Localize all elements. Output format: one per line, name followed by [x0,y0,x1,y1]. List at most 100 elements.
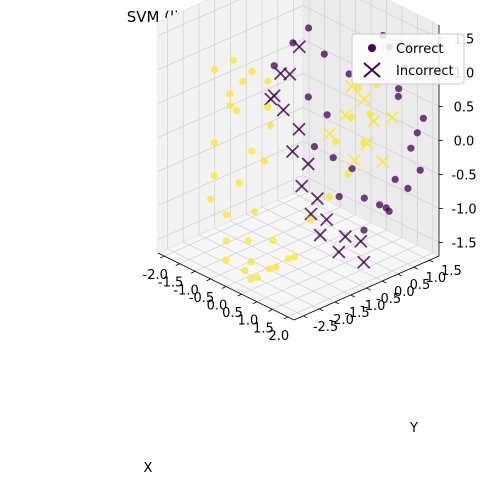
x-tick-mark [283,316,288,320]
correct-point [345,70,353,78]
legend-correct-marker [368,44,376,52]
x-tick-mark [206,278,211,282]
z-grid-line [157,140,440,209]
y-axis-label: Y [409,421,418,436]
correct-point [264,103,272,111]
y-grid-line [293,0,430,261]
x-tick-label: 1.0 [238,314,259,329]
tick-labels: -2.0-1.5-1.0-0.50.00.51.01.52.0-2.5-2.0-… [143,33,477,344]
x-tick-mark [190,270,196,274]
incorrect-point [313,228,327,242]
y-tick-mark [382,280,387,284]
correct-point [270,62,278,70]
x-tick-label: -1.5 [158,276,183,291]
correct-point [413,129,421,137]
x-tick-mark [268,308,273,312]
x-grid-line [287,22,434,318]
incorrect-point [332,245,346,259]
z-tick-label: -1.0 [451,202,476,217]
correct-point [323,111,331,119]
x-tick-mark [175,263,180,267]
correct-point [304,93,312,101]
z-tick-label: 0.5 [454,101,475,116]
legend-incorrect-marker [363,62,381,78]
z-tick-label: 0.0 [454,135,475,150]
x-axis-label: X [144,461,153,476]
z-grid-line [157,0,440,39]
correct-point [248,147,256,155]
correct-point [404,184,412,192]
correct-point [232,106,241,115]
x-grid-line [272,14,418,310]
y-tick-mark [366,287,371,291]
legend-box [351,33,465,85]
x-tick-label: 2.0 [268,329,289,344]
y-tick-mark [334,301,340,305]
y-tick-mark [429,259,434,263]
x-tick-label: -0.5 [189,291,214,306]
incorrect-point [276,103,290,117]
y-tick-mark [413,266,418,270]
incorrect-point [319,213,334,227]
incorrect-point [375,155,390,169]
incorrect-point [264,92,278,106]
incorrect-point [385,111,399,125]
y-grid-line [167,17,304,317]
incorrect-point [285,144,300,159]
correct-point [289,39,297,47]
correct-point [210,139,218,147]
correct-point [407,144,415,152]
legend-incorrect-label: Incorrect [396,64,454,79]
correct-point [320,50,328,58]
y-tick-label: 1.0 [425,271,446,286]
correct-point [253,273,261,281]
y-grid-line [182,10,320,310]
incorrect-point [348,153,362,168]
incorrect-point [295,179,309,193]
correct-point [395,85,403,93]
correct-point [391,175,399,183]
x-tick-label: -2.0 [143,268,168,283]
correct-point [354,84,362,92]
correct-point [264,77,272,85]
incorrect-point [301,157,315,171]
correct-point [248,67,256,76]
y-tick-label: 0.0 [394,285,415,300]
correct-point [222,256,230,264]
correct-point [210,172,218,180]
correct-point [348,165,356,173]
correct-point [226,101,234,110]
correct-point [239,77,247,86]
correct-point [265,265,274,273]
correct-point [226,90,234,98]
y-tick-label: -1.0 [360,299,385,314]
y-tick-label: -2.0 [329,313,354,328]
y-grid-line [261,0,399,275]
correct-point [210,66,219,74]
correct-point [251,208,259,216]
correct-point [310,143,318,151]
correct-point [247,258,255,266]
z-tick-label: -1.5 [451,236,476,251]
correct-point [335,193,343,201]
correct-point [291,253,299,261]
correct-point [416,166,424,174]
correct-point [272,263,280,271]
correct-point [267,121,275,129]
x-tick-label: 0.0 [207,299,228,314]
z-tick-label: -0.5 [451,169,476,184]
incorrect-point [283,67,297,81]
x-tick-label: 0.5 [222,306,243,321]
x-grid-line [164,0,310,257]
y-tick-mark [350,294,355,298]
correct-point [241,266,249,274]
y-tick-label: -1.5 [344,306,369,321]
correct-point [344,170,352,178]
incorrect-point [310,191,325,206]
x-tick-label: -1.0 [173,283,198,298]
z-grid-line [157,107,440,175]
correct-point [360,139,368,147]
x-grid-line [194,0,341,272]
correct-point [207,195,215,203]
